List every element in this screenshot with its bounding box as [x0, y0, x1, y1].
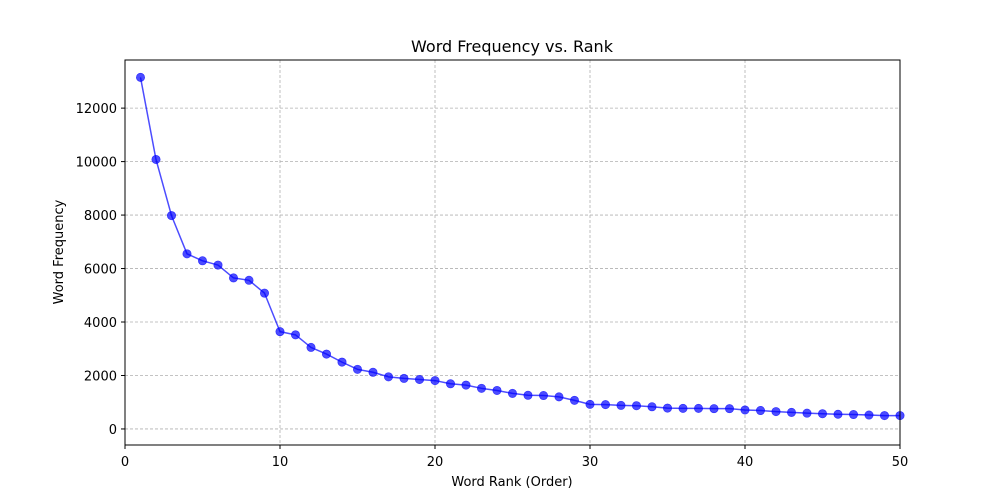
x-tick-label: 30: [582, 455, 599, 470]
x-tick-label: 50: [892, 455, 909, 470]
y-tick-label: 0: [109, 423, 117, 438]
data-point: [740, 405, 750, 415]
data-point: [864, 410, 874, 420]
series-layer: [136, 72, 905, 421]
data-point: [383, 372, 393, 382]
data-point: [306, 342, 316, 352]
data-point: [445, 379, 455, 389]
data-point: [368, 367, 378, 377]
data-point: [523, 390, 533, 400]
data-point: [693, 403, 703, 413]
x-tick-label: 10: [272, 455, 289, 470]
y-tick-label: 10000: [76, 156, 117, 171]
data-point: [647, 402, 657, 412]
y-tick-label: 8000: [84, 209, 117, 224]
x-axis-label: Word Rank (Order): [451, 475, 572, 490]
data-point: [151, 154, 161, 164]
series-line: [139, 77, 900, 417]
y-tick-label: 4000: [84, 316, 117, 331]
plot-frame: [124, 59, 901, 446]
y-axis-label: Word Frequency: [52, 199, 67, 304]
data-point: [817, 409, 827, 419]
data-point: [755, 406, 765, 416]
data-point: [616, 400, 626, 410]
data-point: [492, 385, 502, 395]
data-point: [554, 392, 564, 402]
y-axis-ticks: 0 2000 4000 6000 8000 10000 12000: [76, 102, 125, 438]
y-tick-label: 2000: [84, 369, 117, 384]
x-tick-label: 40: [737, 455, 754, 470]
data-point: [879, 411, 889, 421]
data-point: [244, 275, 254, 285]
data-point: [569, 395, 579, 405]
data-point: [167, 211, 177, 221]
data-point: [337, 357, 347, 367]
data-point: [802, 408, 812, 418]
data-point: [321, 349, 331, 359]
data-point: [352, 364, 362, 374]
data-point: [275, 327, 285, 337]
data-point: [213, 260, 223, 270]
data-point: [229, 273, 239, 283]
data-point: [507, 388, 517, 398]
chart-title: Word Frequency vs. Rank: [411, 37, 614, 56]
data-point: [600, 400, 610, 410]
data-point: [771, 407, 781, 417]
data-point: [709, 404, 719, 414]
data-point: [678, 403, 688, 413]
x-axis-ticks: 0 10 20 30 40 50: [121, 445, 908, 470]
grid-lines: [124, 60, 901, 445]
data-point: [585, 399, 595, 409]
x-tick-label: 0: [121, 455, 129, 470]
data-point: [662, 403, 672, 413]
data-point: [786, 407, 796, 417]
data-point: [414, 374, 424, 384]
data-point: [259, 288, 269, 298]
data-point: [724, 404, 734, 414]
y-tick-label: 6000: [84, 263, 117, 278]
y-tick-label: 12000: [76, 102, 117, 117]
data-point: [430, 376, 440, 386]
data-point: [631, 401, 641, 411]
x-tick-label: 20: [427, 455, 444, 470]
data-point: [538, 391, 548, 401]
data-point: [198, 256, 208, 266]
data-point: [461, 380, 471, 390]
data-point: [848, 410, 858, 420]
data-point: [290, 330, 300, 340]
data-point: [182, 249, 192, 259]
data-point: [476, 383, 486, 393]
data-point: [833, 409, 843, 419]
data-point: [399, 373, 409, 383]
data-point: [136, 72, 146, 82]
